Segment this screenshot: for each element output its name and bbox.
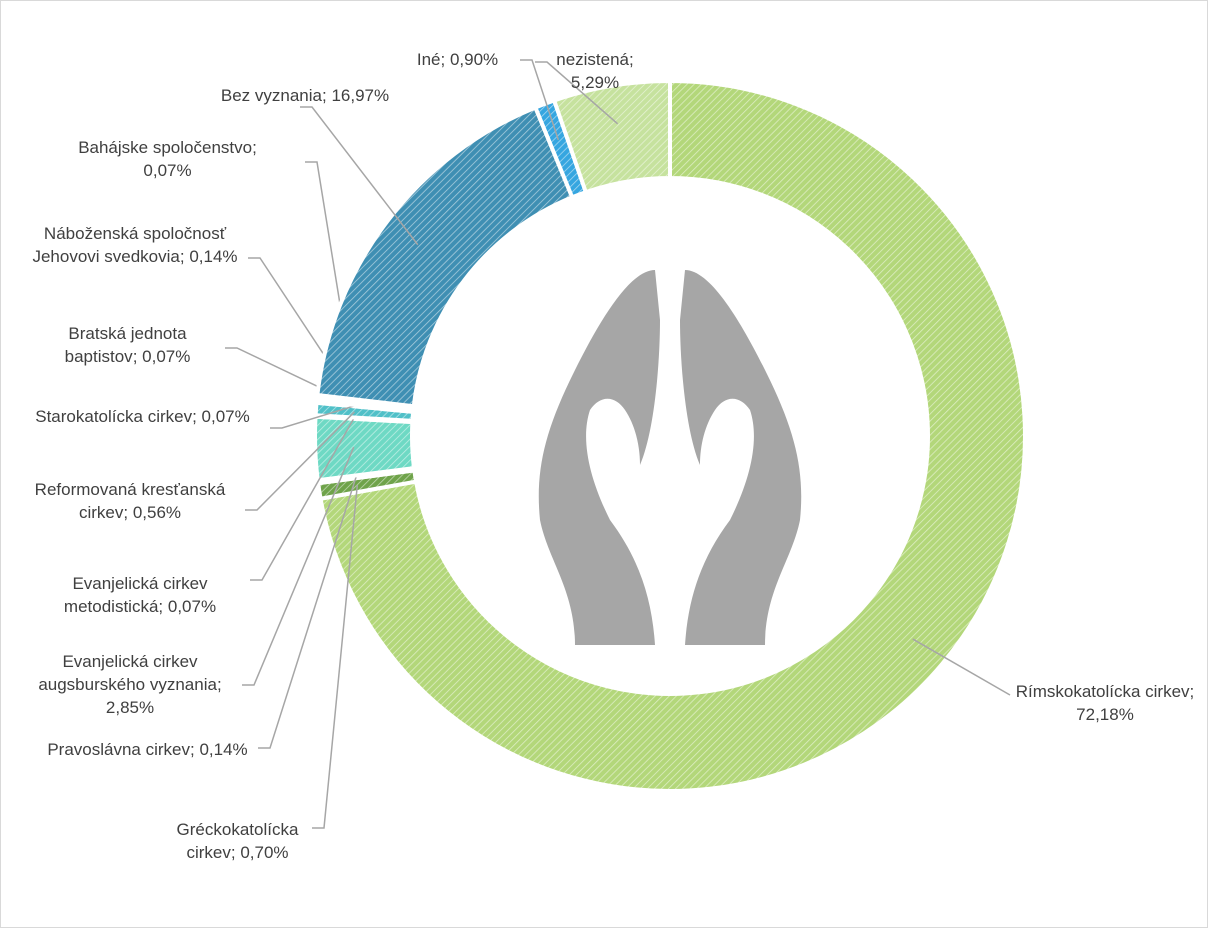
data-label: Evanjelická cirkev metodistická; 0,07% [25, 572, 255, 618]
leader-line [535, 61, 619, 125]
label-value: 5,29% [570, 73, 620, 92]
label-name: Pravoslávna cirkev [47, 740, 190, 759]
data-label: Evanjelická cirkev augsburského vyznania… [30, 650, 230, 719]
label-value: 72,18% [1076, 705, 1134, 724]
data-label: Gréckokatolícka cirkev; 0,70% [150, 818, 325, 864]
segment-hatch [317, 107, 573, 407]
segment-hatch [315, 402, 414, 421]
label-separator: ; [252, 138, 262, 157]
label-value: 0,14% [189, 247, 238, 266]
leader-line [258, 476, 357, 749]
label-value: 0,14% [199, 740, 248, 759]
label-separator: ; [322, 86, 332, 105]
data-label: Reformovaná kresťanská cirkev; 0,56% [30, 478, 230, 524]
leader-line [225, 347, 356, 405]
label-name: Bahájske spoločenstvo [78, 138, 253, 157]
label-separator: ; [230, 843, 241, 862]
leader-line [250, 417, 355, 581]
leader-line [270, 404, 356, 429]
segment-hatch [554, 81, 670, 193]
label-separator: ; [158, 597, 168, 616]
leader-line [912, 638, 1011, 696]
label-name: Evanjelická cirkev metodistická [63, 574, 213, 616]
data-label: Bez vyznania; 16,97% [185, 84, 425, 107]
label-name: Gréckokatolícka cirkev [176, 820, 304, 862]
label-separator: ; [216, 675, 227, 694]
leader-line [520, 59, 560, 141]
label-value: 0,90% [449, 50, 499, 69]
leader-line [300, 106, 419, 246]
data-label: nezistená; 5,29% [530, 48, 660, 94]
label-name: Evanjelická cirkev augsburského vyznania [38, 652, 217, 694]
label-separator: ; [192, 407, 202, 426]
leader-line [312, 484, 359, 829]
data-label: Starokatolícka cirkev; 0,07% [25, 405, 260, 428]
data-label: Náboženská spoločnosť Jehovovi svedkovia… [30, 222, 240, 268]
label-separator: ; [190, 740, 200, 759]
segment-hatch [318, 470, 417, 499]
label-separator: ; [629, 50, 639, 69]
label-name: Starokatolícka cirkev [35, 407, 193, 426]
data-label: Iné; 0,90% [400, 48, 515, 71]
label-value: 0,07% [201, 407, 250, 426]
label-name: Bratská jednota baptistov [64, 324, 192, 366]
segment-hatch [315, 416, 415, 481]
label-name: Rímskokatolícka cirkev [1015, 682, 1190, 701]
label-name: Náboženská spoločnosť Jehovovi svedkovia [32, 224, 231, 266]
hands-icon [538, 270, 802, 645]
label-name: Reformovaná kresťanská cirkev [34, 480, 231, 522]
label-value: 16,97% [331, 86, 390, 105]
data-label: Pravoslávna cirkev; 0,14% [30, 738, 265, 761]
label-separator: ; [440, 50, 450, 69]
label-value: 2,85% [105, 698, 155, 717]
leader-line [242, 446, 355, 686]
label-separator: ; [179, 247, 190, 266]
label-separator: ; [132, 347, 143, 366]
data-label: Bahájske spoločenstvo; 0,07% [60, 136, 275, 182]
label-name: Bez vyznania [220, 86, 322, 105]
label-value: 0,70% [240, 843, 289, 862]
label-value: 0,56% [132, 503, 182, 522]
leader-line [245, 411, 355, 511]
label-separator: ; [123, 503, 133, 522]
label-name: Iné [416, 50, 441, 69]
data-label: Rímskokatolícka cirkev; 72,18% [1000, 680, 1208, 726]
label-value: 0,07% [142, 347, 191, 366]
segment-hatch [535, 100, 586, 198]
label-value: 0,07% [167, 597, 217, 616]
label-separator: ; [1189, 682, 1199, 701]
label-name: nezistená [556, 50, 630, 69]
label-value: 0,07% [143, 161, 192, 180]
data-label: Bratská jednota baptistov; 0,07% [30, 322, 225, 368]
